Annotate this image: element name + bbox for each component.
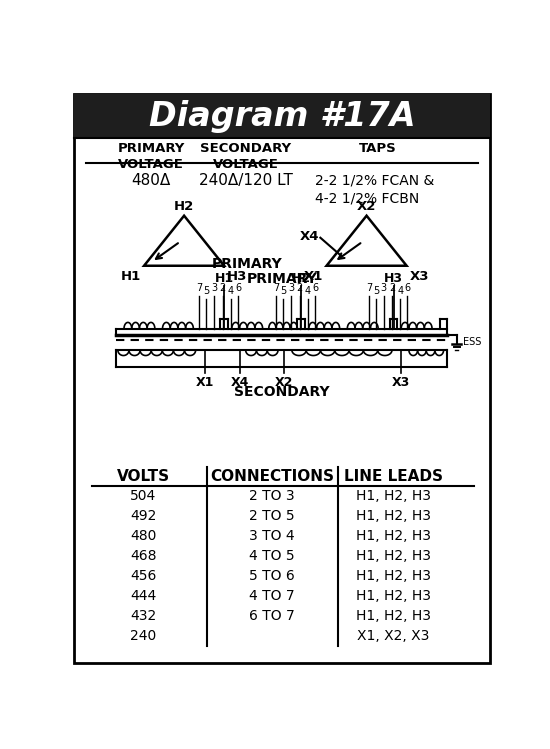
Text: 480: 480 [130,529,156,543]
Text: 468: 468 [130,549,157,562]
Text: 5 TO 6: 5 TO 6 [249,568,295,583]
Text: 3 TO 4: 3 TO 4 [249,529,295,543]
Text: 5: 5 [373,286,379,297]
Text: H1: H1 [120,270,141,282]
Text: 504: 504 [130,488,156,503]
Text: 4: 4 [305,286,311,297]
Text: X2: X2 [275,375,293,389]
Text: SECONDARY
VOLTAGE: SECONDARY VOLTAGE [200,142,292,172]
Text: X1: X1 [304,270,323,282]
Text: H2: H2 [174,201,194,213]
Text: X3: X3 [410,270,429,282]
Text: H1, H2, H3: H1, H2, H3 [356,509,431,523]
Text: 2: 2 [296,283,303,293]
Text: X3: X3 [392,375,410,389]
Text: 6: 6 [404,283,410,293]
Text: 6: 6 [235,283,241,293]
Text: 5: 5 [204,286,210,297]
Text: PRIMARY
VOLTAGE: PRIMARY VOLTAGE [117,142,185,172]
Text: 492: 492 [130,509,156,523]
Text: 4 TO 7: 4 TO 7 [249,589,295,603]
Text: SECONDARY: SECONDARY [234,385,329,398]
Text: X4: X4 [230,375,249,389]
Text: 6: 6 [312,283,318,293]
Text: 5: 5 [280,286,287,297]
Text: 444: 444 [130,589,156,603]
Text: H2: H2 [292,272,311,285]
Text: 3: 3 [211,283,217,293]
Text: 2: 2 [389,283,395,293]
Text: 240Δ/120 LT: 240Δ/120 LT [199,173,293,188]
Text: 3: 3 [381,283,387,293]
Text: 480Δ: 480Δ [131,173,170,188]
Text: X2: X2 [357,201,376,213]
Text: 2-2 1/2% FCAN &
4-2 1/2% FCBN: 2-2 1/2% FCAN & 4-2 1/2% FCBN [315,173,434,205]
Text: X1: X1 [196,375,214,389]
Text: 6 TO 7: 6 TO 7 [249,609,295,622]
Text: X1, X2, X3: X1, X2, X3 [358,629,430,643]
Text: H3: H3 [227,270,248,282]
Text: H1: H1 [214,272,234,285]
Text: 240: 240 [130,629,156,643]
Text: ESS: ESS [463,338,481,348]
Text: H1, H2, H3: H1, H2, H3 [356,488,431,503]
Text: VOLTS: VOLTS [117,469,170,484]
Text: H1, H2, H3: H1, H2, H3 [356,589,431,603]
Text: 7: 7 [366,283,372,293]
Text: LINE LEADS: LINE LEADS [344,469,443,484]
Text: 7: 7 [273,283,279,293]
Text: 2 TO 5: 2 TO 5 [249,509,295,523]
Text: 4: 4 [228,286,234,297]
Text: H1, H2, H3: H1, H2, H3 [356,549,431,562]
Text: 2: 2 [219,283,226,293]
Text: TAPS: TAPS [359,142,397,155]
Text: 456: 456 [130,568,156,583]
Text: CONNECTIONS: CONNECTIONS [210,469,334,484]
FancyBboxPatch shape [74,94,490,663]
Text: 3: 3 [288,283,294,293]
Text: H1, H2, H3: H1, H2, H3 [356,529,431,543]
Text: H1, H2, H3: H1, H2, H3 [356,568,431,583]
Text: X4: X4 [299,230,319,243]
Text: PRIMARY: PRIMARY [212,257,283,271]
Text: PRIMARY: PRIMARY [246,272,317,286]
Text: 432: 432 [130,609,156,622]
FancyBboxPatch shape [74,94,490,139]
Text: H1, H2, H3: H1, H2, H3 [356,609,431,622]
Text: 4 TO 5: 4 TO 5 [249,549,295,562]
Text: 4: 4 [398,286,404,297]
Text: Diagram #17A: Diagram #17A [148,100,415,133]
Text: H3: H3 [384,272,403,285]
Text: 2 TO 3: 2 TO 3 [249,488,295,503]
Text: 7: 7 [196,283,202,293]
